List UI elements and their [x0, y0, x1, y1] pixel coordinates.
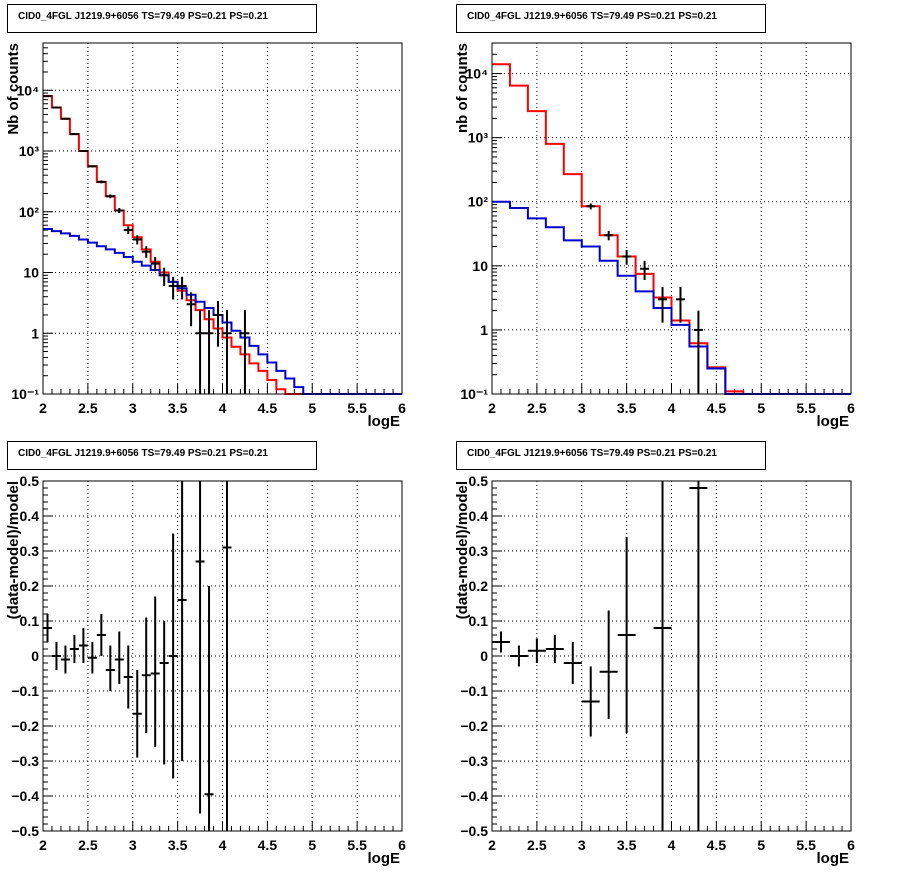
y-tick-label: 0.1 [20, 613, 40, 629]
panel-title: CID0_4FGL J1219.9+6056 TS=79.49 PS=0.21 … [7, 441, 317, 470]
y-axis-label: nb of counts [454, 43, 471, 133]
y-tick-label: −0.1 [460, 683, 488, 699]
plot-frame [491, 480, 852, 832]
y-tick-label: 0 [480, 648, 488, 664]
x-tick-label: 5 [757, 837, 765, 853]
y-tick-label: 0.1 [469, 613, 489, 629]
x-tick-label: 2.5 [78, 400, 98, 416]
x-tick-label: 2 [39, 837, 47, 853]
panel-title: CID0_4FGL J1219.9+6056 TS=79.49 PS=0.21 … [456, 4, 766, 33]
x-tick-label: 2 [39, 400, 47, 416]
x-tick-label: 4.5 [707, 837, 727, 853]
x-tick-label: 4.5 [707, 400, 727, 416]
x-tick-label: 3 [578, 837, 586, 853]
x-tick-label: 4 [668, 400, 676, 416]
panel-title: CID0_4FGL J1219.9+6056 TS=79.49 PS=0.21 … [7, 4, 317, 33]
x-tick-label: 5 [308, 400, 316, 416]
y-tick-label: 10² [19, 204, 40, 220]
y-tick-label: 0.2 [469, 578, 489, 594]
y-axis-label: Nb of counts [5, 43, 22, 135]
panel-title: CID0_4FGL J1219.9+6056 TS=79.49 PS=0.21 … [456, 441, 766, 470]
y-tick-label: 10⁻¹ [460, 386, 488, 402]
x-tick-label: 3.5 [617, 837, 637, 853]
y-axis-label: (data-model)/model [5, 481, 22, 619]
y-tick-label: 0.5 [20, 473, 40, 489]
y-tick-label: 0 [31, 648, 39, 664]
x-tick-label: 6 [398, 400, 406, 416]
x-axis-label: logE [368, 850, 401, 867]
y-tick-label: 0.4 [20, 508, 40, 524]
y-tick-label: −0.2 [11, 718, 39, 734]
x-tick-label: 5.5 [796, 837, 816, 853]
x-tick-label: 3.5 [168, 837, 188, 853]
x-tick-label: 4 [668, 837, 676, 853]
y-tick-label: −0.4 [460, 788, 488, 804]
x-tick-label: 2.5 [78, 837, 98, 853]
x-axis-label: logE [368, 413, 401, 430]
y-tick-label: −0.5 [460, 823, 488, 839]
y-tick-label: 0.3 [469, 543, 489, 559]
y-tick-label: −0.3 [460, 753, 488, 769]
y-tick-label: 10⁴ [17, 82, 40, 98]
plot-area [492, 481, 851, 831]
plot-frame [42, 480, 403, 832]
x-tick-label: 4.5 [258, 837, 278, 853]
y-tick-label: −0.3 [11, 753, 39, 769]
x-tick-label: 2 [488, 837, 496, 853]
x-tick-label: 6 [847, 400, 855, 416]
x-tick-label: 5.5 [347, 837, 367, 853]
y-tick-label: 10⁻¹ [11, 386, 39, 402]
y-tick-label: 1 [480, 322, 488, 338]
x-tick-label: 2.5 [527, 400, 547, 416]
x-axis-label: logE [817, 850, 850, 867]
plot-area [43, 481, 402, 831]
x-tick-label: 2.5 [527, 837, 547, 853]
y-tick-label: 0.2 [20, 578, 40, 594]
x-tick-label: 5.5 [796, 400, 816, 416]
y-tick-label: 1 [31, 325, 39, 341]
x-tick-label: 3.5 [168, 400, 188, 416]
y-tick-label: −0.2 [460, 718, 488, 734]
x-tick-label: 2 [488, 400, 496, 416]
x-tick-label: 3 [129, 400, 137, 416]
y-tick-label: 10³ [19, 143, 40, 159]
x-tick-label: 3 [129, 837, 137, 853]
x-tick-label: 4 [219, 400, 227, 416]
y-tick-label: 10⁴ [466, 66, 489, 82]
x-tick-label: 6 [398, 837, 406, 853]
x-tick-label: 5.5 [347, 400, 367, 416]
y-tick-label: 0.3 [20, 543, 40, 559]
series-line [43, 228, 402, 395]
y-tick-label: 10² [468, 194, 489, 210]
x-tick-label: 5 [757, 400, 765, 416]
y-tick-label: 0.5 [469, 473, 489, 489]
x-tick-label: 4.5 [258, 400, 278, 416]
y-tick-label: 10³ [468, 130, 489, 146]
plot-frame [491, 42, 852, 395]
y-tick-label: −0.4 [11, 788, 39, 804]
y-tick-label: 10 [472, 258, 488, 274]
y-tick-label: −0.1 [11, 683, 39, 699]
y-tick-label: −0.5 [11, 823, 39, 839]
y-tick-label: 10 [23, 265, 39, 281]
x-tick-label: 3.5 [617, 400, 637, 416]
x-tick-label: 4 [219, 837, 227, 853]
y-axis-label: (data-model)/model [454, 481, 471, 619]
y-tick-label: 0.4 [469, 508, 489, 524]
x-tick-label: 5 [308, 837, 316, 853]
x-tick-label: 3 [578, 400, 586, 416]
plot-frame [42, 42, 403, 395]
x-axis-label: logE [817, 413, 850, 430]
x-tick-label: 6 [847, 837, 855, 853]
